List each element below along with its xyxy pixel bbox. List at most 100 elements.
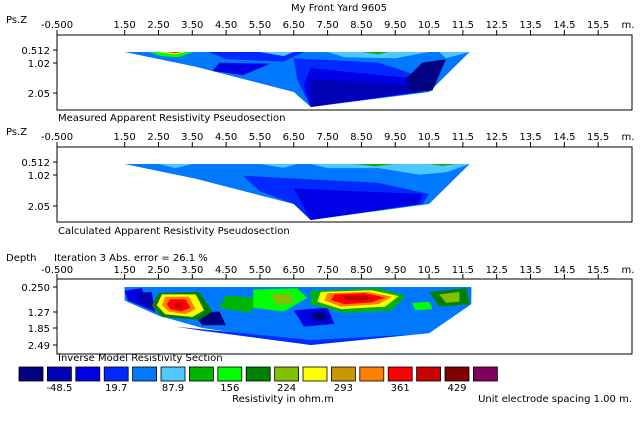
measured-region: [170, 52, 179, 53]
calculated-y-tick-label: 1.02: [28, 171, 50, 182]
inverse-y-tick-label: 2.49: [28, 341, 50, 352]
calculated-pseudosection-panel: Ps.Z -0.500 1.50 2.50 3.50 4.50 5.50 6.50 7.50 8.…: [6, 127, 634, 237]
color-scale-swatch: [217, 366, 243, 382]
measured-x-unit: m.: [622, 20, 635, 31]
color-scale: -48.5 19.7 87.9 156 224 293 361 429: [18, 366, 498, 394]
measured-x-tick-label: 3.50: [181, 20, 203, 31]
inverse-x-tick-label: 11.5: [452, 265, 474, 276]
color-scale-swatch: [75, 366, 101, 382]
unit-label: Resistivity in ohm.m: [232, 394, 334, 405]
measured-region: [327, 52, 430, 59]
inverse-y-tick-label: 0.250: [21, 283, 50, 294]
measured-pseudosection-panel: Ps.Z -0.500 1.50 2.50 3.50 4.50 5.50 6.50 7.50 8.…: [6, 15, 634, 124]
calculated-x-tick-label: 10.5: [418, 132, 440, 143]
measured-x-tick-label: -0.500: [41, 20, 73, 31]
calculated-x-tick-label: 15.5: [587, 132, 609, 143]
color-scale-swatch: [245, 366, 271, 382]
measured-y-tick-label: 0.512: [21, 46, 50, 57]
color-scale-label: 224: [277, 383, 296, 394]
calculated-region: [429, 164, 457, 166]
measured-x-tick-label: 12.5: [486, 20, 508, 31]
inverse-x-tick-label: 6.50: [283, 265, 305, 276]
color-scale-swatch: [330, 366, 356, 382]
measured-region: [148, 52, 193, 58]
inverse-x-tick-label: 10.5: [418, 265, 440, 276]
measured-region: [212, 62, 271, 76]
inverse-region: [219, 295, 260, 313]
inverse-x-tick-label: 7.50: [316, 265, 338, 276]
color-scale-swatch: [472, 366, 498, 382]
inverse-x-tick-label: 4.50: [215, 265, 237, 276]
measured-x-tick-label: 11.5: [452, 20, 474, 31]
calculated-region: [293, 188, 423, 220]
color-scale-swatch: [387, 366, 413, 382]
calculated-x-tick-label: 7.50: [316, 132, 338, 143]
color-scale-swatch: [444, 366, 470, 382]
electrode-spacing-label: Unit electrode spacing 1.00 m.: [478, 394, 632, 405]
calculated-region: [354, 164, 396, 167]
measured-region: [405, 59, 446, 92]
color-scale-swatch: [274, 366, 300, 382]
measured-x-tick-label: 15.5: [587, 20, 609, 31]
measured-x-tick-label: 5.50: [249, 20, 271, 31]
measured-region: [165, 52, 183, 54]
measured-x-tick-label: 14.5: [553, 20, 575, 31]
color-scale-label: 361: [391, 383, 410, 394]
calculated-x-tick-label: 13.5: [519, 132, 541, 143]
calculated-caption: Calculated Apparent Resistivity Pseudose…: [58, 226, 290, 237]
inverse-region: [175, 326, 413, 345]
calculated-y-tick-label: 0.512: [21, 158, 50, 169]
calculated-x-tick-label: 1.50: [114, 132, 136, 143]
inverse-subtitle: Iteration 3 Abs. error = 26.1 %: [54, 253, 208, 264]
inverse-y-axis-label: Depth: [6, 253, 36, 264]
calculated-region: [158, 164, 193, 169]
calculated-x-tick-label: 2.50: [147, 132, 169, 143]
calculated-region: [310, 164, 470, 175]
color-scale-swatch: [47, 366, 72, 382]
measured-region: [310, 79, 413, 107]
calculated-x-tick-label: 6.50: [283, 132, 305, 143]
color-scale-label: -48.5: [46, 383, 72, 394]
color-scale-label: 156: [220, 383, 239, 394]
measured-x-tick-label: 10.5: [418, 20, 440, 31]
inverse-region: [310, 311, 328, 322]
inverse-region: [270, 293, 294, 306]
measured-x-tick-label: 13.5: [519, 20, 541, 31]
inverse-region: [173, 302, 184, 309]
inverse-x-tick-label: 1.50: [114, 265, 136, 276]
inverse-x-tick-label: 5.50: [249, 265, 271, 276]
color-scale-swatch: [103, 366, 129, 382]
inverse-model-panel: Depth -0.500 1.50 2.50 3.50 4.50 5.50 6.50 7.50 8…: [6, 253, 634, 364]
color-scale-swatch: [18, 366, 44, 382]
color-scale-label: 19.7: [105, 383, 127, 394]
calculated-x-tick-label: 12.5: [486, 132, 508, 143]
calculated-frame: [56, 146, 633, 223]
color-scale-swatch: [160, 366, 186, 382]
inverse-x-tick-label: 3.50: [181, 265, 203, 276]
calculated-x-tick-label: 11.5: [452, 132, 474, 143]
measured-region: [259, 52, 294, 57]
inverse-y-tick-label: 1.85: [28, 324, 50, 335]
measured-x-tick-label: 9.50: [384, 20, 406, 31]
measured-frame: [56, 34, 633, 111]
color-scale-label: 429: [447, 383, 466, 394]
color-scale-label: 87.9: [162, 383, 184, 394]
inverse-x-tick-label: -0.500: [41, 265, 73, 276]
inverse-region: [134, 291, 156, 313]
measured-x-tick-label: 6.50: [283, 20, 305, 31]
measured-region: [361, 52, 389, 55]
measured-x-tick-label: 4.50: [215, 20, 237, 31]
calculated-x-unit: m.: [622, 132, 635, 143]
color-scale-swatch: [302, 366, 328, 382]
inverse-x-tick-label: 15.5: [587, 265, 609, 276]
measured-caption: Measured Apparent Resistivity Pseudosect…: [58, 113, 285, 124]
inverse-x-tick-label: 8.50: [350, 265, 372, 276]
color-scale-swatch: [416, 366, 442, 382]
color-scale-swatch: [132, 366, 158, 382]
calculated-y-axis-label: Ps.Z: [6, 127, 27, 138]
chart-title: My Front Yard 9605: [291, 3, 387, 14]
inverse-x-tick-label: 14.5: [553, 265, 575, 276]
measured-y-tick-label: 2.05: [28, 89, 50, 100]
inverse-region: [439, 291, 460, 303]
